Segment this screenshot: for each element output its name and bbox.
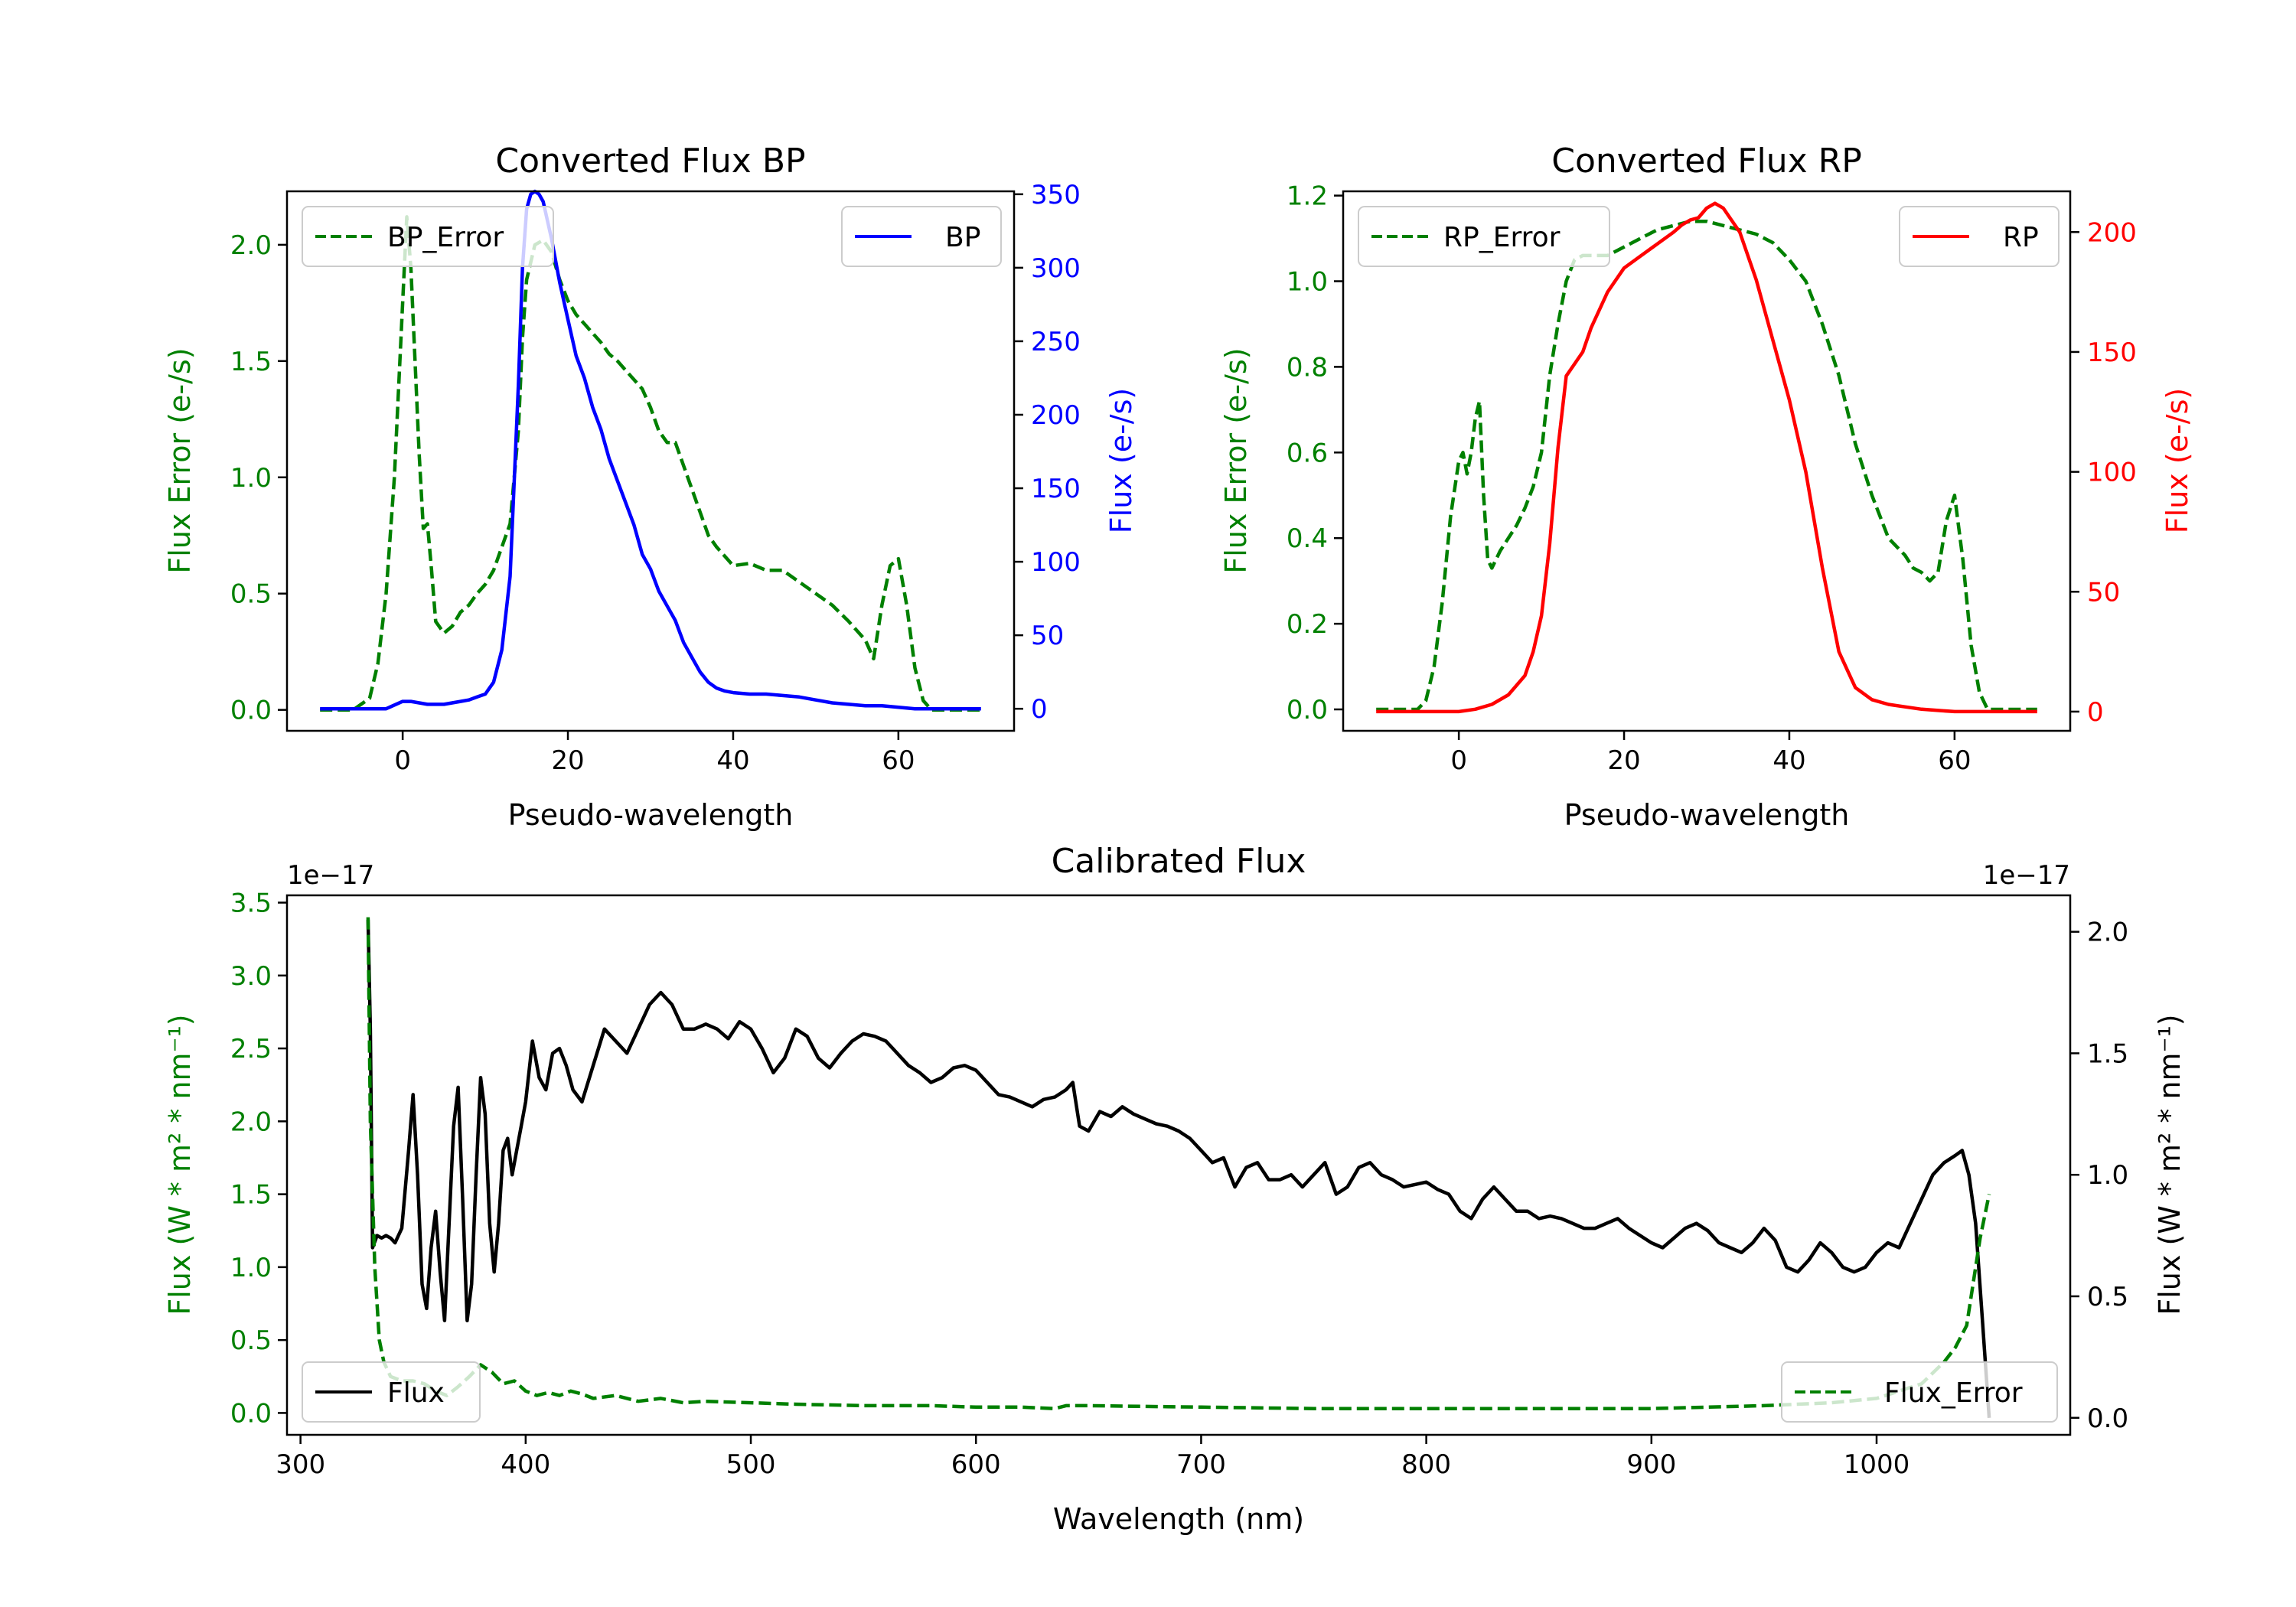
series-line-bp-bp bbox=[320, 189, 981, 711]
y-tick-label-right-cal: 1.5 bbox=[2087, 1038, 2128, 1069]
chart-title-calibrated: Calibrated Flux bbox=[1052, 842, 1306, 881]
y-axis-label-left-bp: Flux Error (e-/s) bbox=[163, 347, 197, 573]
chart-title-bp: Converted Flux BP bbox=[495, 142, 805, 181]
x-axis-label-rp: Pseudo-wavelength bbox=[1564, 798, 1850, 832]
legend-left-calibrated: Flux bbox=[302, 1361, 481, 1423]
legend-left-bp: BP_Error bbox=[302, 206, 554, 267]
legend-label-rp: RP bbox=[2003, 222, 2039, 253]
x-tick-label-rp: 20 bbox=[1607, 745, 1640, 776]
y-tick-label-left-cal: 3.5 bbox=[230, 888, 272, 919]
x-tick-label-cal: 300 bbox=[276, 1449, 325, 1480]
legend-right-calibrated: Flux_Error bbox=[1781, 1361, 2058, 1423]
x-tick-label-rp: 60 bbox=[1938, 745, 1971, 776]
y-tick-label-left-bp: 1.0 bbox=[230, 463, 272, 494]
panel-calibrated-flux: Calibrated Flux 1e−17 1e−17 300 400 500 600… bbox=[163, 842, 2187, 1536]
y-tick-label-right-bp: 250 bbox=[1031, 327, 1081, 357]
series-line-rp-rp bbox=[1376, 201, 2037, 714]
y-tick-label-right-bp: 350 bbox=[1031, 180, 1081, 210]
y-tick-label-left-cal: 3.0 bbox=[230, 961, 272, 992]
x-axis-label-bp: Pseudo-wavelength bbox=[508, 798, 794, 832]
y-tick-label-right-bp: 100 bbox=[1031, 547, 1081, 578]
plot-area-rp bbox=[1342, 190, 2072, 732]
legend-label-flux: Flux bbox=[387, 1377, 445, 1409]
y-tick-label-left-cal: 2.5 bbox=[230, 1034, 272, 1064]
x-tick-label-cal: 700 bbox=[1176, 1449, 1226, 1480]
legend-label-bp-error: BP_Error bbox=[387, 222, 504, 253]
x-tick-label-rp: 0 bbox=[1450, 745, 1467, 776]
y-tick-label-right-cal: 0.5 bbox=[2087, 1282, 2128, 1312]
y-tick-label-left-rp: 0.6 bbox=[1287, 438, 1328, 468]
y-tick-label-left-rp: 0.2 bbox=[1287, 609, 1328, 640]
x-tick-label-cal: 900 bbox=[1626, 1449, 1676, 1480]
y-tick-label-right-rp: 50 bbox=[2087, 577, 2120, 608]
y-tick-label-left-cal: 0.0 bbox=[230, 1398, 272, 1429]
legend-label-rp-error: RP_Error bbox=[1443, 222, 1561, 253]
y-tick-label-left-bp: 0.5 bbox=[230, 579, 272, 610]
y-tick-label-right-bp: 0 bbox=[1031, 694, 1048, 725]
x-tick-label-cal: 800 bbox=[1401, 1449, 1451, 1480]
chart-title-rp: Converted Flux RP bbox=[1551, 142, 1862, 181]
axes-frame-rp bbox=[1342, 190, 2072, 732]
axes-frame-bp bbox=[285, 190, 1016, 732]
x-tick-label-bp: 60 bbox=[882, 745, 915, 776]
x-tick-label-bp: 0 bbox=[394, 745, 411, 776]
y-tick-label-right-rp: 200 bbox=[2087, 217, 2137, 248]
series-line-rp-error-rp bbox=[1376, 219, 2037, 712]
y-tick-label-right-rp: 0 bbox=[2087, 697, 2104, 728]
plot-area-bp bbox=[285, 189, 1016, 732]
x-tick-label-bp: 40 bbox=[716, 745, 749, 776]
y-axis-label-right-rp: Flux (e-/s) bbox=[2161, 388, 2194, 533]
y-tick-label-left-rp: 0.4 bbox=[1287, 523, 1328, 554]
y-tick-label-right-bp: 300 bbox=[1031, 253, 1081, 284]
legend-right-rp: RP bbox=[1899, 206, 2060, 267]
x-axis-label-calibrated: Wavelength (nm) bbox=[1053, 1502, 1304, 1536]
series-line-flux-cal bbox=[366, 919, 1991, 1418]
legend-right-bp: BP bbox=[841, 206, 1002, 267]
legend-left-rp: RP_Error bbox=[1358, 206, 1610, 267]
y-tick-label-left-rp: 1.0 bbox=[1287, 267, 1328, 298]
y-tick-label-left-cal: 1.0 bbox=[230, 1253, 272, 1283]
y-tick-label-left-rp: 1.2 bbox=[1287, 181, 1328, 212]
x-tick-label-cal: 600 bbox=[951, 1449, 1001, 1480]
y-tick-label-right-bp: 50 bbox=[1031, 621, 1064, 651]
y-tick-label-right-bp: 150 bbox=[1031, 474, 1081, 504]
y-tick-label-left-bp: 1.5 bbox=[230, 347, 272, 377]
y-tick-label-right-cal: 1.0 bbox=[2087, 1160, 2128, 1191]
series-line-bp-error-bp bbox=[320, 215, 981, 712]
y-axis-label-right-calibrated: Flux (W * m² * nm⁻¹) bbox=[2153, 1014, 2187, 1315]
y-axis-label-left-calibrated: Flux (W * m² * nm⁻¹) bbox=[163, 1014, 197, 1315]
legend-label-flux-error: Flux_Error bbox=[1884, 1377, 2023, 1409]
legend-label-bp: BP bbox=[945, 222, 980, 253]
x-tick-label-cal: 1000 bbox=[1844, 1449, 1910, 1480]
y-tick-label-left-cal: 1.5 bbox=[230, 1180, 272, 1211]
series-line-flux-error-cal bbox=[366, 917, 1991, 1410]
y-tick-label-right-rp: 150 bbox=[2087, 337, 2137, 368]
y-tick-label-right-cal: 2.0 bbox=[2087, 918, 2128, 948]
y-tick-label-left-rp: 0.8 bbox=[1287, 352, 1328, 383]
x-tick-label-cal: 400 bbox=[501, 1449, 550, 1480]
axes-frame-calibrated bbox=[285, 894, 2072, 1436]
y-tick-label-left-cal: 2.0 bbox=[230, 1107, 272, 1137]
offset-label-right: 1e−17 bbox=[1983, 860, 2070, 891]
panel-converted-flux-bp: Converted Flux BP 0 20 40 60 0.0 0.5 1.0 1.5 2.… bbox=[163, 142, 1138, 832]
y-tick-label-right-bp: 200 bbox=[1031, 400, 1081, 431]
y-tick-label-left-bp: 2.0 bbox=[230, 230, 272, 261]
y-tick-label-left-cal: 0.5 bbox=[230, 1325, 272, 1356]
plot-area-calibrated bbox=[285, 894, 2072, 1436]
y-axis-label-right-bp: Flux (e-/s) bbox=[1104, 388, 1138, 533]
y-tick-label-right-rp: 100 bbox=[2087, 458, 2137, 488]
x-tick-label-cal: 500 bbox=[726, 1449, 776, 1480]
x-tick-label-rp: 40 bbox=[1773, 745, 1805, 776]
y-tick-label-left-rp: 0.0 bbox=[1287, 695, 1328, 725]
y-axis-label-left-rp: Flux Error (e-/s) bbox=[1219, 347, 1253, 573]
y-tick-label-left-bp: 0.0 bbox=[230, 696, 272, 726]
x-tick-label-bp: 20 bbox=[551, 745, 584, 776]
offset-label-left: 1e−17 bbox=[287, 860, 374, 891]
y-tick-label-right-cal: 0.0 bbox=[2087, 1403, 2128, 1434]
panel-converted-flux-rp: Converted Flux RP 0 20 40 60 0.0 0.2 0.4 0.6 0.… bbox=[1219, 142, 2194, 832]
